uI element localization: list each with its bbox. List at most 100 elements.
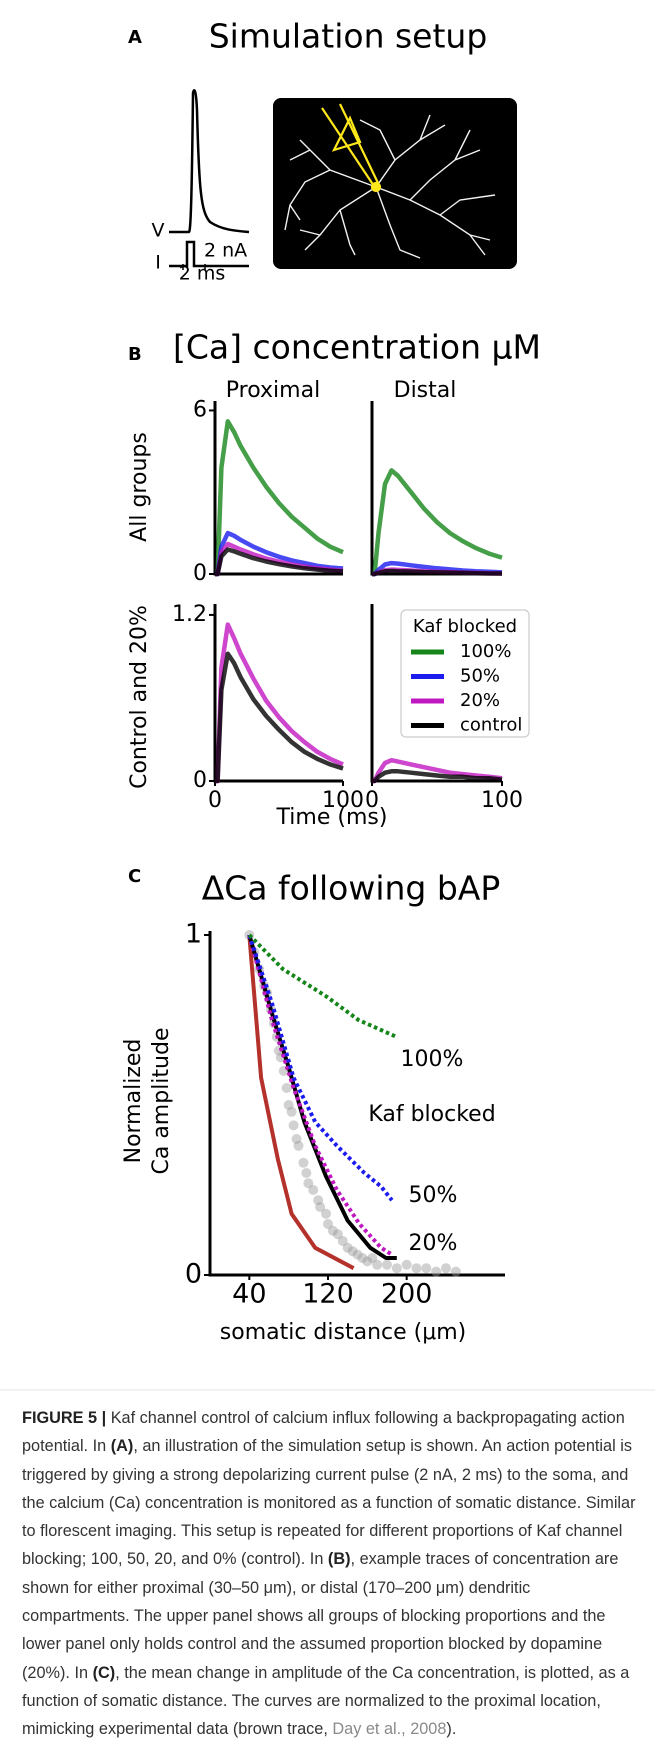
caption-plain: ). (446, 1720, 457, 1739)
x-tick-label: 120 (302, 1279, 354, 1310)
x-tick-label: 100 (481, 788, 523, 813)
data-point (288, 1120, 299, 1131)
caption-bold: (A) (110, 1437, 134, 1456)
data-point (323, 1219, 333, 1229)
data-point (367, 1253, 378, 1263)
y-tick-label: 0 (193, 561, 207, 586)
chart: 0 1.2 0 100 (172, 602, 364, 813)
x-tick-label: 0 (208, 788, 222, 813)
y-tick-label: 6 (193, 397, 207, 422)
data-point (308, 1185, 319, 1195)
image-background (273, 98, 517, 269)
pulse-duration: 2 ms (179, 263, 226, 285)
caption-plain: Kaf channel control of calcium influx fo… (22, 1409, 625, 1456)
x-axis-label: Time (ms) (276, 805, 388, 830)
data-point (357, 1253, 368, 1263)
caption-plain: , an illustration of the simulation setu… (22, 1437, 636, 1569)
chart: 06 (193, 397, 344, 586)
current-label: I (155, 252, 161, 274)
data-point (347, 1246, 358, 1257)
chart: 0 1 40 120 200 20% 50% 100% (185, 919, 505, 1310)
data-point (382, 1259, 392, 1270)
panel-label: A (128, 27, 142, 48)
data-point (291, 1134, 302, 1144)
caption-bold: FIGURE 5 | (22, 1409, 107, 1427)
data-point (411, 1263, 422, 1274)
data-line (372, 468, 503, 577)
legend-title: Kaf blocked (413, 616, 517, 637)
series-label: 50% (409, 1183, 458, 1208)
column-title: Distal (394, 378, 457, 403)
data-point (313, 1195, 324, 1206)
y-tick-label: 1 (185, 919, 202, 950)
scale-tick (182, 264, 206, 270)
figure: A Simulation setup V I 2 nA 2 ms B [Ca] … (0, 17, 655, 1391)
y-tick-label: 1.2 (172, 602, 207, 627)
legend-label: 50% (460, 666, 500, 687)
voltage-trace (169, 89, 250, 234)
row-title: All groups (127, 432, 152, 542)
legend-label: 20% (460, 690, 500, 711)
data-point (332, 1229, 343, 1240)
caption: FIGURE 5 | Kaf channel control of calciu… (22, 1404, 640, 1744)
neuron-image (273, 98, 517, 269)
data-point (362, 1256, 373, 1267)
data-point (450, 1266, 461, 1277)
caption-link[interactable]: Day et al., 2008 (332, 1720, 447, 1739)
data-point (286, 1106, 297, 1117)
data-line (247, 934, 393, 1257)
series-label: 20% (409, 1231, 458, 1256)
data-line (247, 933, 398, 1039)
data-line (215, 622, 344, 784)
panel-label: B (128, 344, 142, 365)
data-line (215, 530, 344, 577)
legend: Kaf blocked 100% 50% 20% control (400, 609, 530, 738)
data-point (352, 1249, 363, 1260)
x-tick-label: 200 (381, 1279, 433, 1310)
data-point (281, 1083, 292, 1093)
y-axis-label: Normalized (121, 1039, 146, 1164)
current-trace (169, 240, 249, 268)
chart (370, 401, 503, 577)
data-line (372, 568, 502, 577)
data-line (247, 934, 355, 1270)
series-label: 100% (401, 1047, 464, 1072)
data-point (342, 1242, 353, 1253)
data-point (301, 1168, 312, 1178)
y-axis-label: Ca amplitude (149, 1027, 174, 1174)
data-point (327, 1225, 338, 1236)
y-tick-label: 0 (185, 1259, 202, 1290)
data-point (441, 1263, 451, 1274)
data-point (293, 1140, 304, 1151)
data-point (298, 1157, 309, 1168)
x-tick-label: 0 (365, 788, 379, 813)
legend-box (400, 609, 530, 738)
data-point (315, 1202, 326, 1212)
data-line (215, 651, 344, 784)
panel-title: [Ca] concentration μM (173, 328, 541, 367)
column-title: Proximal (226, 378, 320, 403)
caption-plain: , example traces of concentration are sh… (22, 1550, 619, 1682)
dendrites (284, 114, 496, 259)
electrodes (321, 103, 382, 193)
x-tick-label: 40 (232, 1279, 266, 1310)
data-point (321, 1208, 332, 1219)
legend-label: 100% (460, 641, 511, 662)
pulse-amplitude: 2 nA (204, 240, 247, 262)
data-point (431, 1266, 442, 1277)
data-point (283, 1100, 294, 1110)
panel-title: ΔCa following bAP (202, 869, 501, 908)
data-point (391, 1263, 402, 1274)
legend-label: control (460, 715, 522, 736)
data-line (372, 757, 503, 784)
stimulus-schematic (169, 89, 250, 270)
data-point (421, 1263, 432, 1274)
x-tick-label: 100 (322, 788, 364, 813)
y-tick-label: 0 (193, 768, 207, 793)
chart: 0 100 (365, 604, 523, 813)
caption-bold: (B) (327, 1550, 351, 1569)
panel-title: Simulation setup (209, 17, 488, 56)
data-point (372, 1259, 383, 1270)
data-line (247, 934, 394, 1202)
